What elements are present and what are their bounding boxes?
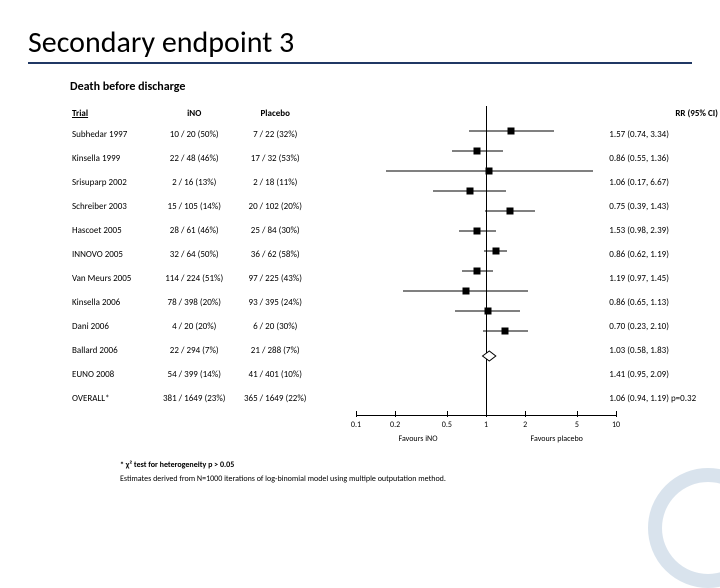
col-rr-header: RR (95% CI) xyxy=(609,108,718,119)
x-tick-label: 0.5 xyxy=(442,420,452,430)
x-tick-label: 0.2 xyxy=(390,420,400,430)
point-estimate xyxy=(462,288,469,295)
x-tick-label: 10 xyxy=(612,420,620,430)
forest-row xyxy=(356,286,616,296)
x-tick xyxy=(395,411,396,417)
favours-left-label: Favours iNO xyxy=(399,434,438,444)
overall-forest-row xyxy=(356,351,616,361)
forest-row xyxy=(356,126,616,136)
favours-right-label: Favours placebo xyxy=(531,434,583,444)
x-tick xyxy=(577,411,578,417)
forest-row xyxy=(356,246,616,256)
col-trial-header: Trial xyxy=(72,108,153,119)
x-tick-label: 0.1 xyxy=(351,420,361,430)
forest-row xyxy=(356,206,616,216)
point-estimate xyxy=(492,248,499,255)
point-estimate xyxy=(484,308,491,315)
x-tick xyxy=(525,411,526,417)
forest-row xyxy=(356,306,616,316)
forest-row xyxy=(356,326,616,336)
point-estimate xyxy=(474,148,481,155)
point-estimate xyxy=(466,188,473,195)
x-tick-label: 5 xyxy=(575,420,579,430)
forest-plot: 0.10.20.512510 xyxy=(356,106,616,416)
point-estimate xyxy=(502,328,509,335)
forest-row xyxy=(356,226,616,236)
col-ino-header: iNO xyxy=(155,108,234,119)
forest-row xyxy=(356,166,616,176)
x-tick xyxy=(356,411,357,417)
title-underline xyxy=(28,62,692,64)
point-estimate xyxy=(486,168,493,175)
decor-ring-icon xyxy=(648,468,720,588)
point-estimate xyxy=(507,208,514,215)
point-estimate xyxy=(474,268,481,275)
col-placebo-header: Placebo xyxy=(236,108,315,119)
x-tick-label: 1 xyxy=(484,420,488,430)
footnote-heterogeneity: * χ² test for heterogeneity p > 0.05 xyxy=(120,460,234,470)
page-title: Secondary endpoint 3 xyxy=(28,24,294,61)
overall-diamond xyxy=(356,349,616,363)
forest-row xyxy=(356,146,616,156)
forest-row xyxy=(356,186,616,196)
point-estimate xyxy=(508,128,515,135)
x-tick-label: 2 xyxy=(523,420,527,430)
footnote-imputation: Estimates derived from N=1000 iterations… xyxy=(120,474,446,484)
subtitle: Death before discharge xyxy=(70,80,185,94)
point-estimate xyxy=(474,228,481,235)
forest-row xyxy=(356,266,616,276)
x-tick xyxy=(447,411,448,417)
x-tick xyxy=(616,411,617,417)
